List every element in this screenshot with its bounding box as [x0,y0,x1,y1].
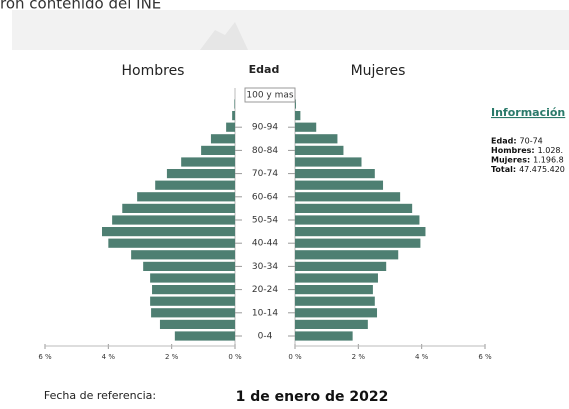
bar-women [295,250,399,260]
bar-men [159,319,235,329]
x-tick-label-men: 2 % [165,353,179,361]
age-label: 90-94 [252,123,278,133]
info-value: 70-74 [520,137,543,146]
info-key: Hombres: [491,146,535,155]
info-key: Total: [491,165,516,174]
bar-men [234,99,235,109]
bar-women [295,285,373,295]
x-tick-label-women: 2 % [352,353,366,361]
age-label: 100 y mas [246,91,294,101]
age-box [244,87,296,103]
bar-women [295,99,296,109]
bar-men [201,145,235,155]
bar-men [102,227,235,237]
bar-women [295,122,317,132]
x-tick-label-men: 0 % [228,353,242,361]
age-label: 80-84 [252,146,278,156]
x-tick-label-women: 4 % [415,353,429,361]
bar-women [295,319,368,329]
bar-men [122,203,235,213]
bar-men [166,169,235,179]
banner-image [200,22,248,50]
bar-men [108,238,235,248]
bar-men [150,296,235,306]
bar-women [295,192,401,202]
age-label: 40-44 [252,239,278,249]
men-title: Hombres [122,63,185,79]
bar-women [295,308,378,318]
info-value: 1.196.8 [533,156,564,165]
age-title: Edad [249,63,280,76]
bar-women [295,215,420,225]
bar-women [295,169,375,179]
bar-men [174,331,235,341]
x-tick-label-women: 0 % [288,353,302,361]
x-tick-label-men: 6 % [38,353,52,361]
age-label: 0-4 [258,332,273,342]
info-value: 1.028. [538,146,563,155]
footer-label: Fecha de referencia: [44,389,156,402]
info-link[interactable]: Información [491,106,565,119]
bar-men [143,261,235,271]
bar-men [232,111,235,121]
info-value: 47.475.420 [519,165,565,174]
bar-women [295,180,384,190]
age-label: 50-54 [252,216,278,226]
info-key: Edad: [491,137,517,146]
bar-women [295,273,378,283]
bar-men [210,134,235,144]
bar-women [295,203,413,213]
bar-men [150,273,235,283]
bar-women [295,331,353,341]
bar-men [151,308,235,318]
banner [12,10,569,50]
bar-women [295,261,387,271]
x-tick-label-men: 4 % [102,353,116,361]
bar-men [181,157,235,167]
bar-men [226,122,235,132]
age-label: 30-34 [252,262,278,272]
bar-men [152,285,235,295]
bar-women [295,238,421,248]
age-label: 60-64 [252,192,278,202]
age-label: 10-14 [252,308,278,318]
age-label: 70-74 [252,169,278,179]
info-key: Mujeres: [491,156,530,165]
age-label: 20-24 [252,285,278,295]
bar-women [295,157,362,167]
bar-women [295,134,338,144]
bar-men [155,180,235,190]
bar-women [295,296,375,306]
bar-men [112,215,235,225]
bar-men [137,192,235,202]
bar-women [295,227,426,237]
bar-women [295,111,301,121]
footer-date: 1 de enero de 2022 [236,389,389,405]
bar-men [131,250,235,260]
header-text: ron contenido del INE [0,0,161,13]
x-tick-label-women: 6 % [478,353,492,361]
bar-women [295,145,344,155]
women-title: Mujeres [351,63,406,79]
